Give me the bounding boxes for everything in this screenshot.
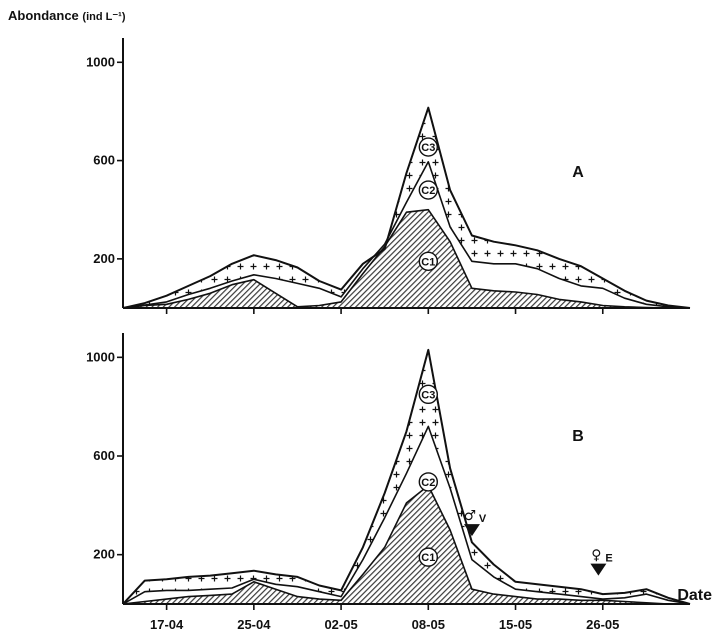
series-line-c2-A (122, 161, 691, 309)
y-tick-label-B-1: 600 (93, 448, 115, 463)
y-axis-title-main: Abondance (8, 8, 79, 23)
y-tick-label-A-0: 200 (93, 251, 115, 266)
sex-marker-1: ♀ E (590, 548, 613, 576)
svg-text:E: E (605, 553, 612, 565)
stage-label-c3-A: C3 (418, 137, 439, 157)
svg-text:V: V (479, 513, 487, 525)
svg-text:C3: C3 (421, 389, 435, 401)
y-tick-label-B-2: 1000 (86, 349, 115, 364)
svg-text:C2: C2 (421, 185, 435, 197)
svg-text:♀: ♀ (591, 548, 601, 564)
x-tick-label-4: 15-05 (499, 617, 532, 632)
x-tick-label-2: 02-05 (324, 617, 357, 632)
x-tick-label-3: 08-05 (412, 617, 445, 632)
series-line-c1-A (122, 208, 690, 309)
svg-text:C1: C1 (421, 552, 435, 564)
panel-A: 200 600 1000 C1 C2 C3 A (86, 38, 691, 314)
stage-label-c1-B: C1 (418, 547, 439, 567)
stage-label-c3-B: C3 (418, 384, 439, 405)
svg-text:C2: C2 (421, 477, 435, 489)
x-tick-label-1: 25-04 (237, 617, 271, 632)
stage-label-c1-A: C1 (418, 251, 439, 272)
area-c1-fill-B (123, 485, 690, 604)
y-tick-label-A-1: 600 (93, 153, 115, 168)
panel-B: 200 600 1000 17-04 25-04 02-05 08-05 15-05 26-05… (86, 333, 691, 632)
y-tick-label-B-0: 200 (93, 547, 115, 562)
y-axis-title-unit: (ind L⁻¹) (82, 11, 126, 23)
series-line-c3-B (122, 348, 691, 605)
panel-label-B: B (572, 428, 584, 445)
x-axis-title: Date (677, 587, 712, 604)
stage-label-c2-A: C2 (418, 180, 439, 200)
svg-text:C1: C1 (421, 256, 435, 268)
svg-text:♂: ♂ (464, 508, 477, 524)
x-tick-label-0: 17-04 (150, 617, 184, 632)
panel-label-A: A (572, 164, 584, 181)
stage-label-c2-B: C2 (418, 472, 439, 492)
series-line-c3-A (122, 106, 691, 309)
area-c1-fill-A (123, 209, 690, 308)
series-line-c2-B (122, 425, 691, 605)
sex-marker-0: ♂ V (464, 508, 487, 537)
y-tick-label-A-2: 1000 (86, 54, 115, 69)
x-tick-label-5: 26-05 (586, 617, 619, 632)
y-axis-title: Abondance (ind L⁻¹) (8, 8, 126, 23)
svg-text:C3: C3 (421, 142, 435, 154)
series-line-c1-B (122, 484, 690, 605)
